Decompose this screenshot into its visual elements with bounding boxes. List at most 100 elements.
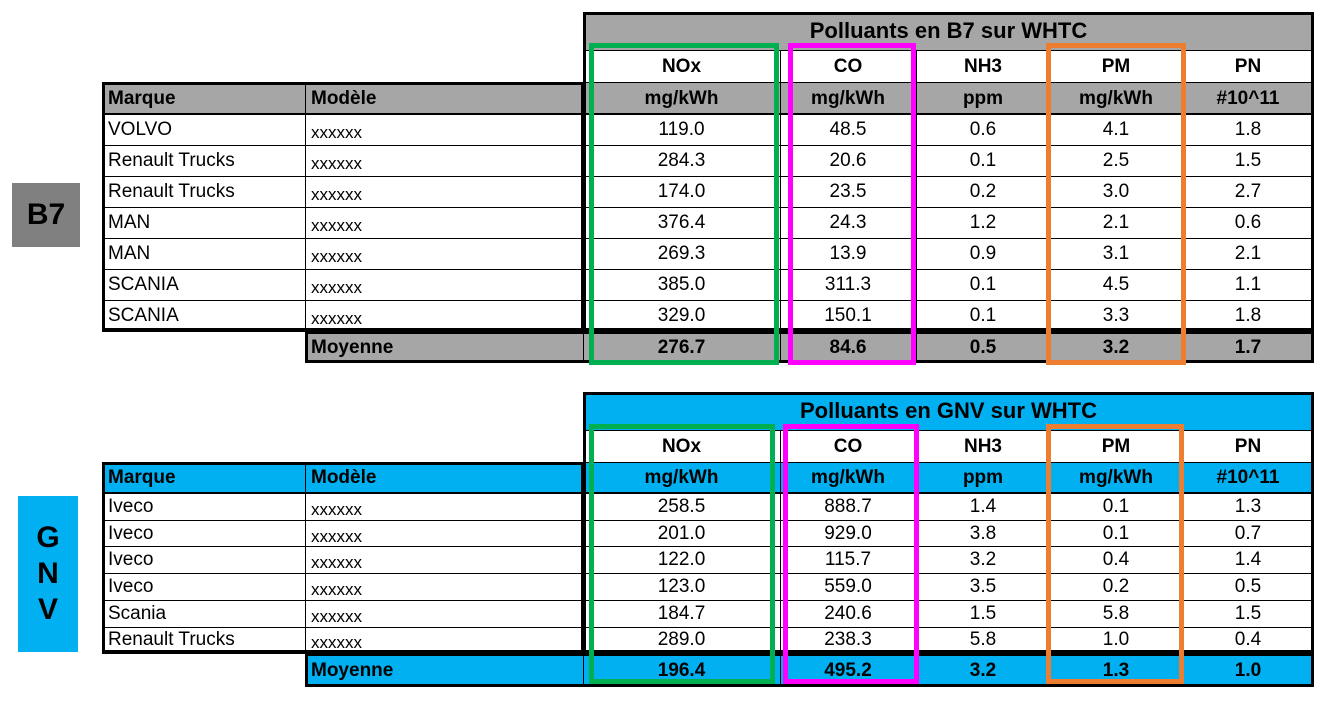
gnv-row-1-nox: 201.0	[657, 522, 706, 544]
gnv-side-label: G N V	[18, 496, 78, 652]
gnv-row-2-marque: Iveco	[108, 549, 154, 571]
b7-row-1-marque: Renault Trucks	[108, 150, 235, 171]
b7-divider	[583, 82, 1314, 83]
b7-row-6-nox: 329.0	[657, 305, 706, 326]
gnv-nox-highlight-frame	[589, 424, 775, 684]
gnv-row-1-marque: Iveco	[108, 522, 154, 544]
gnv-row-divider	[102, 626, 1314, 628]
b7-col-marque: Marque	[108, 87, 176, 109]
gnv-pollutant-border	[583, 392, 1314, 654]
b7-side-label: B7	[12, 183, 80, 247]
b7-pollutant-pn: PN	[1234, 55, 1262, 77]
gnv-col-marque: Marque	[108, 467, 176, 488]
b7-unit-nox: mg/kWh	[644, 87, 719, 109]
b7-row-0-co: 48.5	[829, 119, 867, 140]
b7-average-co: 84.6	[829, 336, 867, 358]
gnv-unit-nox: mg/kWh	[644, 467, 719, 488]
b7-row-divider	[102, 207, 1314, 208]
b7-row-2-marque: Renault Trucks	[108, 181, 235, 202]
b7-col-divider	[305, 82, 306, 363]
b7-col-modele: Modèle	[311, 87, 377, 109]
b7-row-divider	[102, 176, 1314, 177]
b7-row-0-modele: xxxxxx	[311, 123, 362, 142]
gnv-row-5-marque: Renault Trucks	[108, 629, 235, 651]
gnv-row-1-nh3: 3.8	[969, 522, 997, 544]
gnv-row-divider	[102, 573, 1314, 575]
gnv-average-border	[305, 653, 1314, 688]
b7-row-6-pm: 3.3	[1102, 305, 1130, 326]
b7-row-3-pn: 0.6	[1234, 212, 1262, 233]
b7-pollutant-border	[583, 12, 1314, 331]
gnv-co-highlight-frame	[783, 424, 919, 684]
gnv-divider	[583, 462, 1314, 463]
b7-row-2-pm: 3.0	[1102, 181, 1130, 202]
gnv-row-divider	[102, 519, 1314, 521]
b7-row-4-pn: 2.1	[1234, 243, 1262, 264]
b7-row-1-nh3: 0.1	[969, 150, 997, 171]
gnv-row-1-pn: 0.7	[1234, 522, 1262, 544]
gnv-row-3-pm: 0.2	[1102, 575, 1130, 597]
b7-pollutant-co: CO	[833, 55, 863, 77]
gnv-average-label: Moyenne	[311, 659, 394, 681]
gnv-row-4-marque: Scania	[108, 602, 167, 624]
gnv-col-modele: Modèle	[311, 467, 377, 488]
gnv-pollutant-co: CO	[833, 435, 863, 457]
b7-row-2-pn: 2.7	[1234, 181, 1262, 202]
b7-unit-pn: #10^11	[1216, 87, 1280, 109]
b7-average-nh3: 0.5	[969, 336, 997, 358]
gnv-row-3-co: 559.0	[824, 575, 872, 597]
gnv-row-5-nox: 289.0	[657, 629, 706, 651]
b7-row-5-modele: xxxxxx	[311, 278, 362, 297]
b7-row-5-nh3: 0.1	[969, 274, 997, 295]
b7-pm-highlight-frame	[1046, 43, 1186, 365]
b7-row-4-marque: MAN	[108, 243, 151, 264]
b7-row-5-co: 311.3	[824, 274, 872, 295]
b7-row-divider	[102, 145, 1314, 146]
b7-row-divider	[102, 269, 1314, 270]
gnv-row-3-modele: xxxxxx	[311, 579, 362, 599]
b7-row-6-pn: 1.8	[1234, 305, 1262, 326]
gnv-row-divider	[102, 599, 1314, 601]
b7-average-label: Moyenne	[311, 336, 394, 358]
b7-row-4-pm: 3.1	[1102, 243, 1130, 264]
gnv-row-4-pm: 5.8	[1102, 602, 1130, 624]
gnv-unit-co: mg/kWh	[811, 467, 885, 488]
b7-co-highlight-frame	[788, 43, 916, 365]
b7-row-4-co: 13.9	[829, 243, 867, 264]
gnv-row-5-pn: 0.4	[1234, 629, 1262, 651]
b7-row-0-pm: 4.1	[1102, 119, 1130, 140]
b7-pollutant-nox: NOx	[661, 55, 702, 77]
gnv-col-divider	[780, 430, 781, 688]
gnv-row-4-nh3: 1.5	[969, 602, 997, 624]
b7-unit-nh3: ppm	[962, 87, 1004, 109]
b7-side-label-text: B7	[26, 198, 66, 231]
b7-row-6-nh3: 0.1	[969, 305, 997, 326]
gnv-row-4-co: 240.6	[824, 602, 872, 624]
gnv-row-2-pn: 1.4	[1234, 549, 1262, 571]
gnv-average-pn: 1.0	[1234, 659, 1262, 681]
gnv-row-5-pm: 1.0	[1102, 629, 1130, 651]
gnv-header-divider	[102, 492, 1314, 494]
b7-row-3-co: 24.3	[829, 212, 867, 233]
b7-row-0-marque: VOLVO	[108, 119, 173, 140]
b7-row-4-nh3: 0.9	[969, 243, 997, 264]
gnv-pollutant-nox: NOx	[661, 435, 702, 457]
b7-pollutant-pm: PM	[1101, 55, 1131, 77]
b7-row-1-nox: 284.3	[657, 150, 706, 171]
gnv-row-2-modele: xxxxxx	[311, 553, 362, 573]
gnv-pollutant-pm: PM	[1101, 435, 1131, 457]
b7-unit-co: mg/kWh	[811, 87, 885, 109]
gnv-row-0-nh3: 1.4	[969, 495, 997, 517]
gnv-row-2-co: 115.7	[824, 549, 872, 571]
gnv-row-2-nox: 122.0	[657, 549, 706, 571]
gnv-row-2-nh3: 3.2	[969, 549, 997, 571]
b7-pollutant-nh3: NH3	[963, 55, 1002, 77]
gnv-unit-pm: mg/kWh	[1079, 467, 1153, 488]
b7-row-3-nox: 376.4	[657, 212, 706, 233]
gnv-average-nh3: 3.2	[969, 659, 997, 681]
b7-row-2-nox: 174.0	[657, 181, 706, 202]
gnv-row-5-nh3: 5.8	[969, 629, 997, 651]
gnv-average-nox: 196.4	[657, 659, 706, 681]
gnv-row-4-pn: 1.5	[1234, 602, 1262, 624]
gnv-col-divider	[305, 462, 306, 688]
